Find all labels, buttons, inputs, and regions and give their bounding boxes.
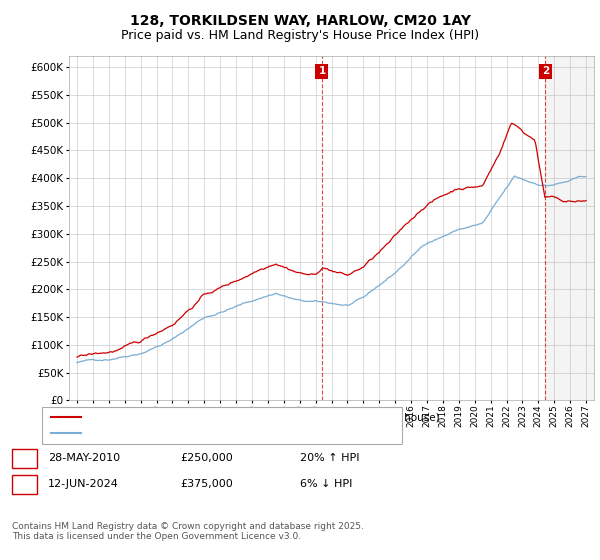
Text: 12-JUN-2024: 12-JUN-2024	[48, 479, 119, 489]
Text: 1: 1	[319, 67, 326, 77]
Text: 128, TORKILDSEN WAY, HARLOW, CM20 1AY (semi-detached house): 128, TORKILDSEN WAY, HARLOW, CM20 1AY (s…	[87, 412, 440, 422]
Text: 1: 1	[21, 453, 28, 463]
Text: Contains HM Land Registry data © Crown copyright and database right 2025.
This d: Contains HM Land Registry data © Crown c…	[12, 522, 364, 542]
Text: 2: 2	[21, 479, 28, 489]
Text: 6% ↓ HPI: 6% ↓ HPI	[300, 479, 352, 489]
Text: 28-MAY-2010: 28-MAY-2010	[48, 453, 120, 463]
Text: HPI: Average price, semi-detached house, Harlow: HPI: Average price, semi-detached house,…	[87, 428, 345, 438]
Bar	[545, 56, 594, 400]
Text: Price paid vs. HM Land Registry's House Price Index (HPI): Price paid vs. HM Land Registry's House …	[121, 29, 479, 42]
Text: 128, TORKILDSEN WAY, HARLOW, CM20 1AY: 128, TORKILDSEN WAY, HARLOW, CM20 1AY	[130, 14, 470, 28]
Text: £250,000: £250,000	[180, 453, 233, 463]
Text: 2: 2	[542, 67, 549, 77]
Text: 20% ↑ HPI: 20% ↑ HPI	[300, 453, 359, 463]
Text: £375,000: £375,000	[180, 479, 233, 489]
